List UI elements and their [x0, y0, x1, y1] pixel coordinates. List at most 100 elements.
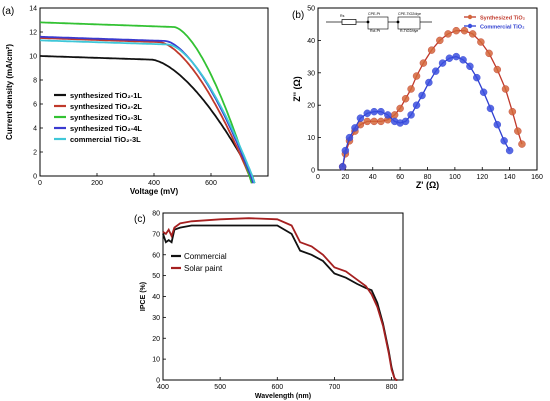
x-tick-label: 600 [271, 384, 283, 391]
circuit-label: R-TiO2/dye [400, 29, 418, 33]
y-tick-label: 14 [29, 6, 37, 13]
data-point [468, 30, 477, 38]
data-point [407, 111, 415, 119]
y-tick-label: 40 [152, 294, 160, 301]
data-point [363, 117, 372, 126]
data-point [459, 56, 467, 64]
jv-curve-3 [40, 21, 253, 184]
legend-marker [467, 23, 473, 29]
x-tick-label: 400 [157, 384, 169, 391]
data-point [419, 59, 428, 67]
legend-label: Commercial TiO₂ [480, 25, 525, 31]
y-tick-label: 0 [311, 168, 315, 175]
data-point [401, 117, 410, 126]
x-tick-label: 0 [316, 174, 320, 181]
y-tick-label: 50 [152, 273, 160, 280]
legend-label: commercial TiO₂-3L [70, 135, 141, 144]
x-tick-label: 800 [386, 384, 398, 391]
y-tick-label: 2 [33, 150, 37, 157]
circuit-label: CPE-Pt [368, 12, 380, 16]
jv-curve-1 [40, 55, 256, 184]
y-tick-label: 6 [33, 102, 37, 109]
data-point [345, 133, 354, 142]
legend-label: synthesized TiO₂-2L [70, 102, 142, 111]
x-tick-label: 200 [91, 180, 103, 187]
data-point [452, 26, 460, 35]
data-point [356, 114, 365, 122]
x-tick-label: 60 [396, 174, 404, 181]
data-point [425, 78, 433, 87]
plot-frame [162, 212, 404, 381]
data-point [431, 67, 440, 75]
panel-b: 0 20 40 60 80 100 120 140 160 0 10 20 30 40 50 Z' (Ω) Z'… [292, 6, 543, 191]
data-point [505, 146, 514, 155]
data-point [401, 94, 410, 103]
data-point [514, 127, 522, 135]
data-point [438, 59, 447, 67]
data-point [493, 65, 502, 74]
legend: synthesized TiO₂-1L synthesized TiO₂-2L sy… [54, 91, 142, 144]
ipce-curve-1 [162, 224, 398, 381]
x-tick-label: 140 [504, 174, 516, 181]
data-point [384, 111, 392, 119]
y-tick-label: 40 [307, 38, 315, 45]
x-tick-label: 20 [341, 174, 349, 181]
panel-label: (a) [2, 6, 14, 17]
data-point [341, 146, 350, 155]
data-point [500, 137, 508, 145]
x-tick-label: 700 [329, 384, 341, 391]
legend: Synthesized TiO₂ Commercial TiO₂ [464, 14, 526, 31]
data-point [485, 49, 493, 58]
data-point [377, 117, 385, 126]
legend-marker [467, 14, 473, 20]
circuit-label: Rct-Pt [370, 29, 380, 33]
data-point [418, 91, 426, 100]
y-axis-label: IPCE (%) [140, 282, 147, 311]
fit-line-1 [341, 30, 523, 167]
data-point [479, 88, 488, 96]
data-point [508, 107, 517, 116]
x-tick-label: 0 [38, 180, 42, 187]
data-point [493, 120, 502, 129]
data-point [444, 30, 452, 38]
y-tick-label: 8 [33, 78, 37, 85]
y-axis-label: Z'' (Ω) [292, 76, 302, 102]
y-tick-label: 10 [29, 54, 37, 61]
data-point [412, 72, 421, 80]
x-tick-label: 160 [531, 174, 543, 181]
data-point [460, 26, 469, 35]
data-point [390, 111, 399, 119]
y-tick-label: 70 [152, 231, 160, 238]
x-tick-label: 80 [424, 174, 432, 181]
x-tick-label: 100 [449, 174, 461, 181]
resistor-rs [341, 19, 357, 25]
data-point [370, 117, 378, 126]
data-point [427, 46, 436, 54]
data-point [412, 101, 421, 109]
x-tick-label: 120 [476, 174, 488, 181]
y-tick-label: 10 [152, 357, 160, 364]
ipce-curve-2 [162, 217, 398, 381]
legend-label: synthesized TiO₂-1L [70, 91, 142, 100]
equivalent-circuit: Rs CPE-Pt Rct-Pt CPE-TiO2/dye R-TiO2/dye [326, 12, 432, 33]
y-tick-label: 10 [307, 135, 315, 142]
x-axis-label: Z' (Ω) [416, 180, 439, 190]
fit-line-2 [341, 55, 511, 167]
legend-label: synthesized TiO₂-4L [70, 124, 142, 133]
data-point [452, 52, 460, 61]
data-point [407, 85, 415, 93]
circuit-label: Rs [340, 14, 345, 18]
y-axis-label: Current density (mA/cm²) [5, 44, 14, 140]
data-point [466, 62, 474, 71]
data-point [445, 54, 454, 62]
data-point [377, 107, 385, 116]
data-point [501, 85, 510, 93]
y-tick-label: 50 [307, 6, 315, 13]
data-point [436, 36, 444, 45]
legend-label: Solar paint [184, 264, 223, 273]
y-tick-label: 20 [152, 336, 160, 343]
data-point [486, 104, 495, 113]
data-point [477, 38, 485, 46]
x-tick-label: 40 [369, 174, 377, 181]
jv-curve-2 [40, 37, 253, 184]
